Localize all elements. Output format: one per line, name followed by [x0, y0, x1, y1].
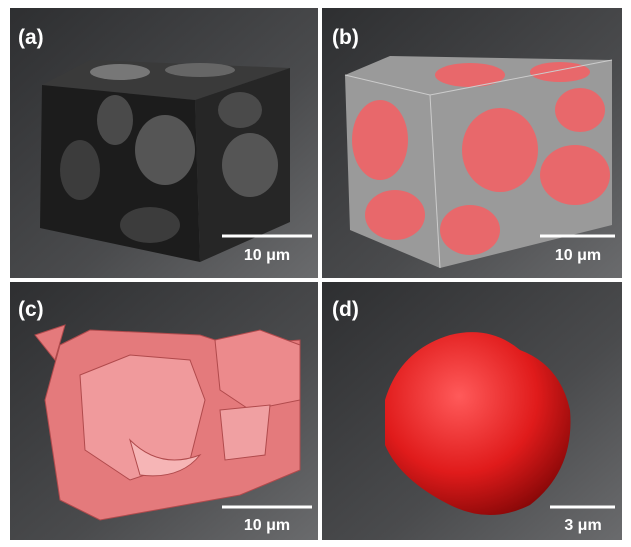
scale-bar-label: 10 μm — [555, 247, 601, 264]
panel-label: (c) — [18, 298, 44, 321]
scale-bar-label: 10 μm — [244, 517, 290, 534]
panel-label: (d) — [332, 298, 359, 321]
grayscale-volume — [40, 60, 290, 262]
panel-label: (b) — [332, 26, 359, 49]
particle — [385, 332, 571, 515]
scale-bar-label: 10 μm — [244, 247, 290, 264]
panel-label: (a) — [18, 26, 44, 49]
segmented-volume — [344, 56, 613, 269]
scale-bar-label: 3 μm — [564, 517, 601, 534]
particle-network — [34, 324, 301, 521]
